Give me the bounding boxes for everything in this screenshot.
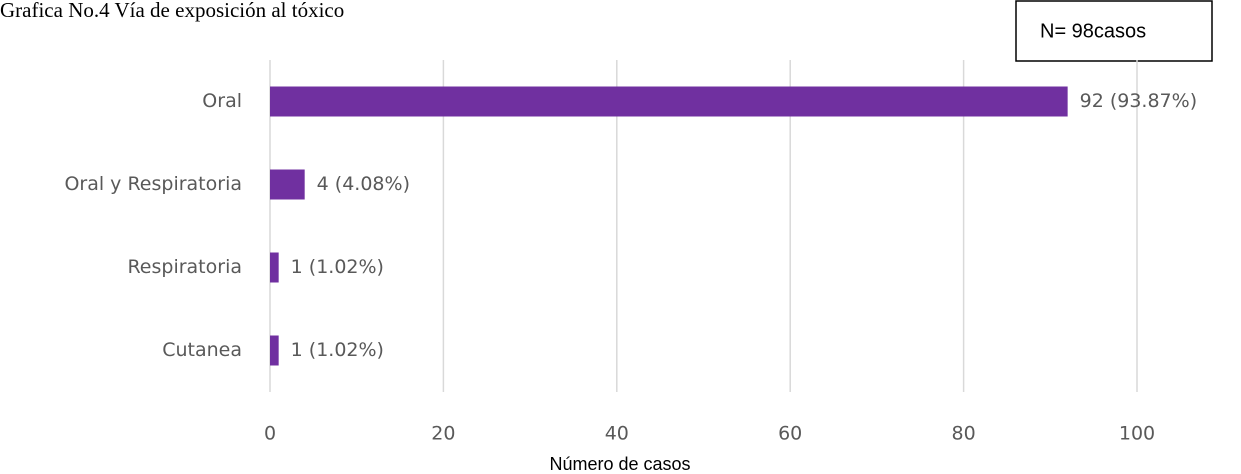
data-label: 92 (93.87%) [1080,90,1198,112]
annotation-box [1015,0,1213,62]
data-label: 1 (1.02%) [291,256,384,278]
bar [270,86,1068,117]
y-tick-label: Oral y Respiratoria [64,173,242,195]
annotation: N= 98casos [1040,20,1146,42]
x-tick-label: 40 [605,423,629,445]
x-tick-label: 0 [264,423,276,445]
y-tick-label: Respiratoria [127,256,242,278]
bar [270,169,305,200]
y-tick-label: Cutanea [162,339,242,361]
bar [270,335,279,366]
x-tick-label: 80 [952,423,976,445]
chart-title: Grafica No.4 Vía de exposición al tóxico [0,0,344,22]
data-label: 1 (1.02%) [291,339,384,361]
x-axis-label: Número de casos [549,454,690,474]
bar [270,252,279,283]
data-label: 4 (4.08%) [317,173,410,195]
x-tick-label: 20 [431,423,455,445]
y-tick-label: Oral [202,90,242,112]
x-tick-label: 100 [1119,423,1155,445]
x-tick-label: 60 [778,423,802,445]
